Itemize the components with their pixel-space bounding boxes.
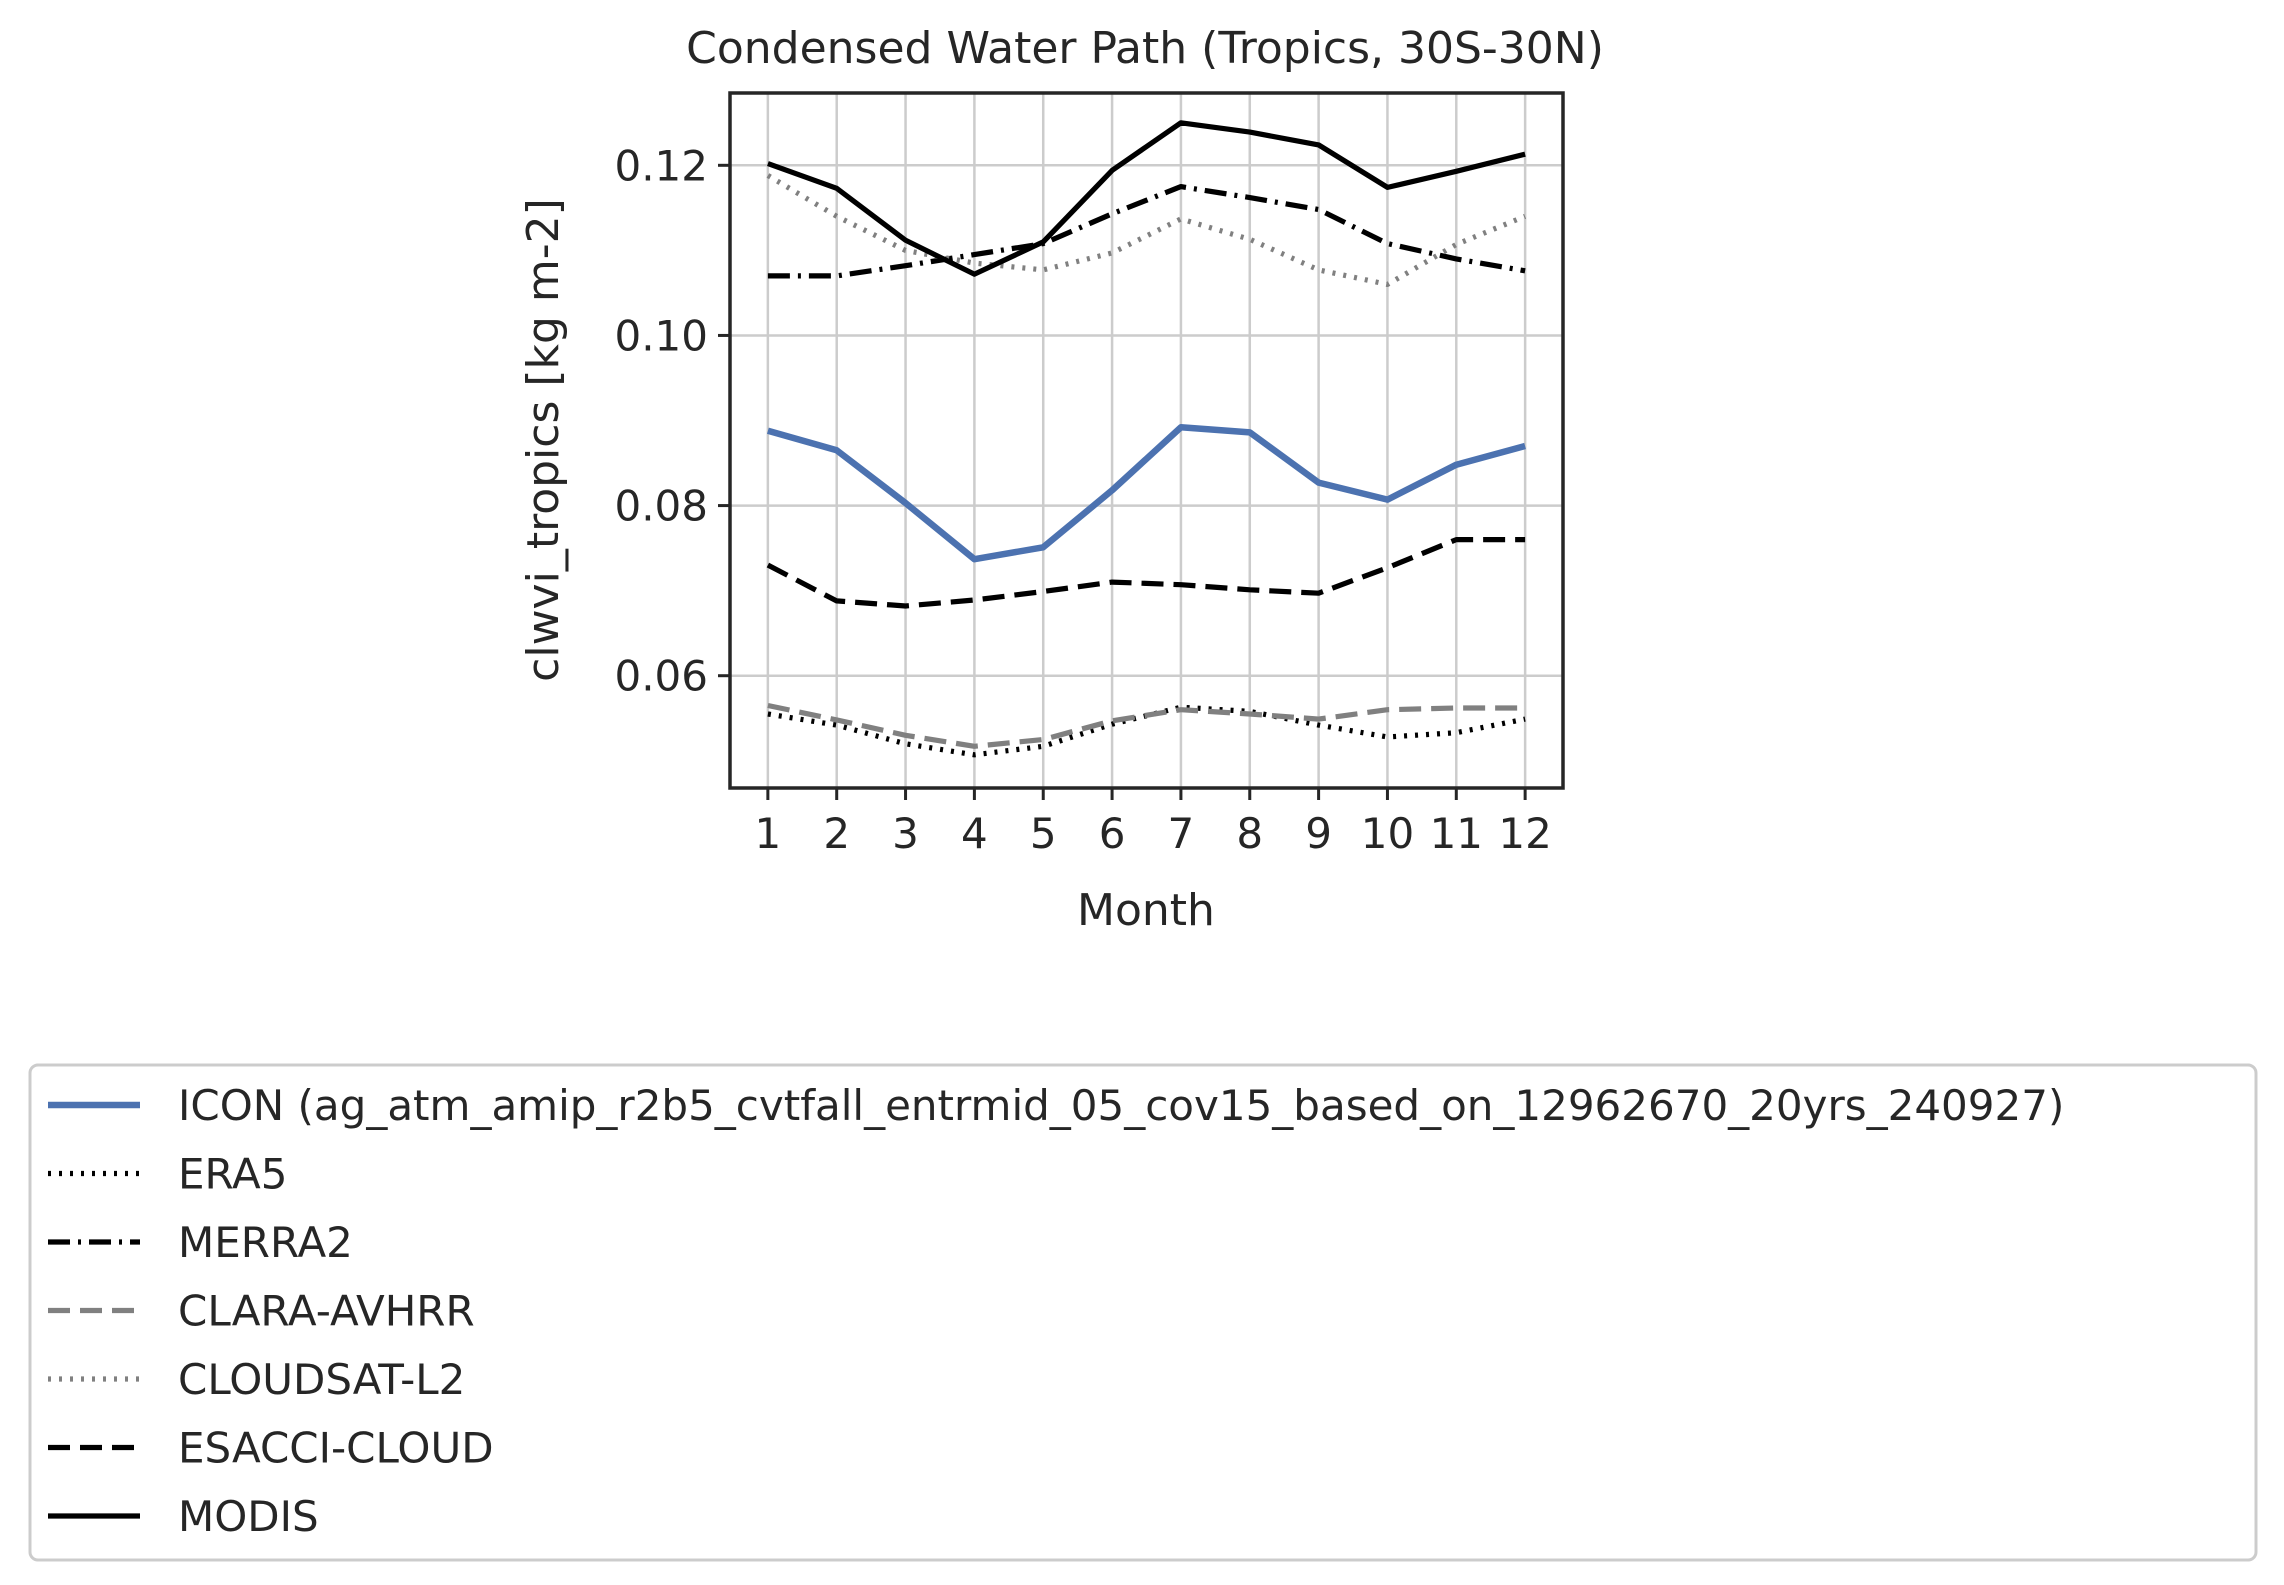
- legend-label-1: ICON (ag_atm_amip_r2b5_cvtfall_entrmid_0…: [178, 1081, 2064, 1130]
- y-tick-label: 0.08: [614, 482, 708, 531]
- x-axis-label: Month: [1077, 885, 1215, 936]
- x-tick-label: 2: [823, 809, 850, 858]
- x-tick-label: 12: [1498, 809, 1551, 858]
- series-line-7: [767, 120, 1526, 277]
- series-line-4: [767, 702, 1526, 749]
- x-tick-label: 1: [754, 809, 781, 858]
- y-tick-label: 0.06: [614, 652, 708, 701]
- legend-label-3: MERRA2: [178, 1218, 353, 1267]
- x-tick-label: 5: [1030, 809, 1057, 858]
- series-line-5: [766, 173, 1527, 287]
- plot-frame: [728, 91, 1565, 790]
- x-tick-label: 9: [1305, 809, 1332, 858]
- series-line-1: [767, 424, 1526, 563]
- legend-label-6: ESACCI-CLOUD: [178, 1424, 494, 1473]
- series-line-6: [766, 536, 1526, 609]
- legend-frame: [28, 1063, 2258, 1562]
- x-tick-label: 3: [892, 809, 919, 858]
- series-lines: [766, 120, 1527, 758]
- legend-label-4: CLARA-AVHRR: [178, 1287, 475, 1336]
- chart-title: Condensed Water Path (Tropics, 30S-30N): [686, 23, 1604, 74]
- legend: ICON (ag_atm_amip_r2b5_cvtfall_entrmid_0…: [28, 1063, 2258, 1562]
- x-tick-label: 6: [1099, 809, 1126, 858]
- x-tick-label: 4: [961, 809, 988, 858]
- series-line-3: [767, 184, 1526, 279]
- x-tick-label: 7: [1168, 809, 1195, 858]
- axis-ticks: 1 2 3 4 5 6 7 8 9 10 11 120.060.080.100.12: [614, 141, 1551, 858]
- y-tick-label: 0.10: [614, 311, 708, 360]
- y-axis-label: clwvi_tropics [kg m-2]: [518, 198, 569, 682]
- y-tick-label: 0.12: [614, 141, 708, 190]
- grid: [730, 93, 1563, 788]
- x-tick-label: 10: [1361, 809, 1414, 858]
- x-tick-label: 8: [1236, 809, 1263, 858]
- x-tick-label: 11: [1430, 809, 1483, 858]
- legend-label-5: CLOUDSAT-L2: [178, 1355, 465, 1404]
- legend-label-7: MODIS: [178, 1492, 319, 1541]
- legend-label-2: ERA5: [178, 1150, 287, 1199]
